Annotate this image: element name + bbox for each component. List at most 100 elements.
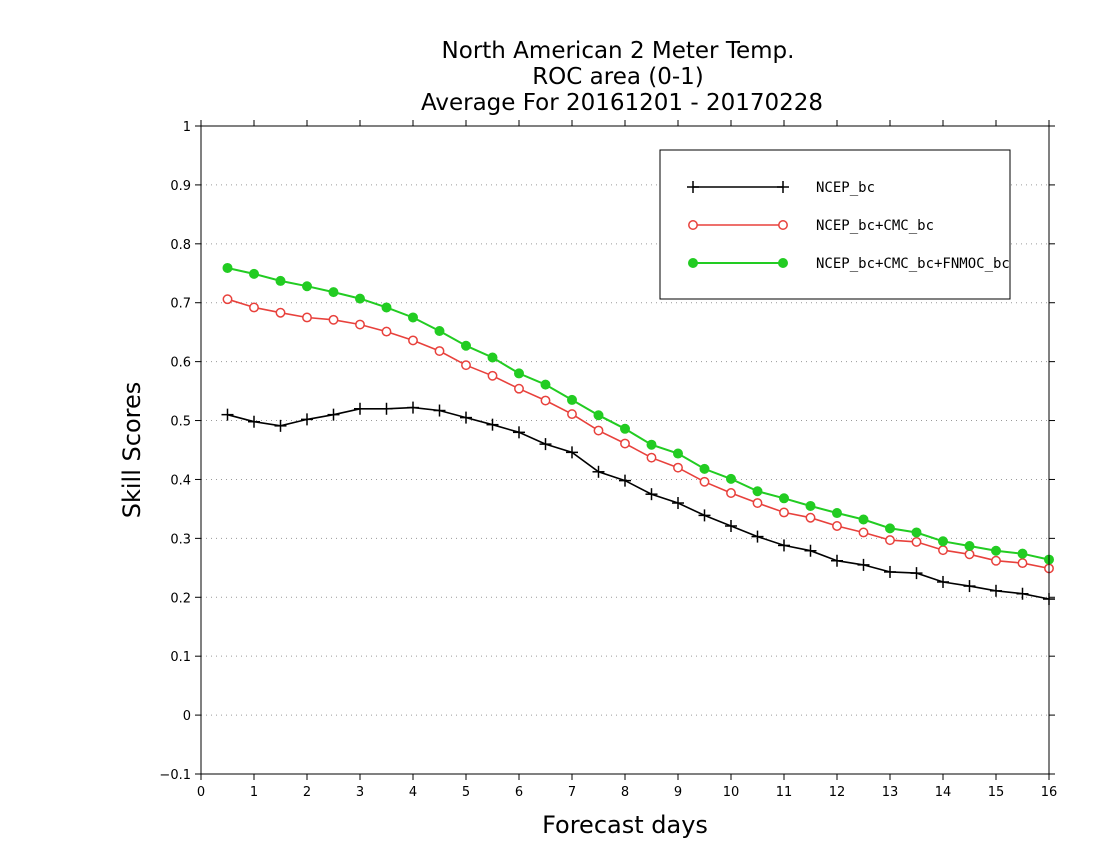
- chart-title: North American 2 Meter Temp. ROC area (0…: [421, 38, 823, 116]
- series-0-point-14: [592, 465, 605, 478]
- legend-label-1: NCEP_bc+CMC_bc: [816, 218, 934, 234]
- series-0-point-1: [248, 415, 260, 428]
- series-2-point-18: [699, 463, 710, 474]
- x-axis-ticks: 0 1 2 3 4 5 6 7 8 9 10 11 12 13 14 15 16: [197, 120, 1057, 800]
- series-0-point-4: [327, 408, 340, 421]
- series-1-point-6: [381, 326, 392, 337]
- series-2-point-26: [911, 527, 922, 538]
- series-0-point-9: [460, 411, 472, 424]
- y-axis-label: Skill Scores: [118, 382, 146, 519]
- series-2-point-2: [275, 275, 286, 286]
- series-1-point-30: [1017, 558, 1028, 569]
- x-tick-label-0: 0: [197, 785, 205, 800]
- series-2-point-9: [461, 340, 471, 351]
- series-0-point-5: [354, 402, 366, 415]
- y-tick-label-1: 0: [183, 709, 191, 724]
- series-2-point-5: [355, 293, 365, 304]
- series-0-point-29: [990, 584, 1002, 597]
- series-2-point-12: [540, 379, 551, 390]
- legend-marker-end-1: [778, 220, 788, 230]
- series-0-point-8: [433, 404, 446, 417]
- series-0-point-13: [566, 446, 578, 459]
- series-2-point-8: [434, 326, 445, 337]
- series-0-point-19: [725, 519, 737, 532]
- legend-marker-start-2: [688, 258, 698, 268]
- series-0-point-17: [672, 497, 684, 510]
- series-1-point-16: [646, 452, 657, 463]
- series-0-point-21: [778, 539, 790, 552]
- x-tick-label-4: 4: [409, 785, 417, 800]
- legend-marker-end-2: [778, 258, 788, 268]
- series-1-point-18: [699, 476, 710, 487]
- series-1-point-29: [991, 555, 1001, 566]
- series-2-point-11: [514, 368, 524, 379]
- series-0-point-0: [221, 408, 234, 421]
- x-tick-label-11: 11: [776, 785, 793, 800]
- series-2-point-28: [964, 541, 975, 552]
- x-tick-label-1: 1: [250, 785, 258, 800]
- series-2-point-13: [567, 394, 577, 405]
- x-axis-label: Forecast days: [542, 811, 708, 839]
- legend: NCEP_bc NCEP_bc+CMC_bc NCEP_bc+CMC_bc+FNMO…: [659, 149, 1011, 300]
- series-2-point-24: [858, 514, 869, 525]
- series-0-point-6: [380, 402, 393, 415]
- series-line-2: [227, 267, 1050, 561]
- y-tick-label-3: 0.2: [170, 591, 191, 606]
- series-2-point-0: [222, 262, 233, 273]
- series-0-point-10: [486, 418, 499, 431]
- series-0-point-26: [910, 567, 923, 580]
- series-1-point-5: [355, 319, 365, 330]
- series-0-point-24: [857, 558, 870, 571]
- series-0-point-16: [645, 488, 658, 501]
- series-1-point-13: [567, 409, 577, 420]
- series-1-point-27: [938, 545, 948, 556]
- series-1-point-23: [832, 521, 842, 531]
- series-2-point-29: [991, 545, 1001, 556]
- series-1-point-12: [540, 395, 551, 406]
- series-2-point-3: [302, 281, 312, 292]
- series-1-point-22: [805, 512, 816, 523]
- x-tick-label-14: 14: [935, 785, 952, 800]
- series-1-point-25: [885, 535, 895, 546]
- series-2-point-27: [938, 536, 948, 547]
- series-0-point-22: [804, 544, 817, 557]
- series-1-point-1: [249, 302, 259, 313]
- x-tick-label-7: 7: [568, 785, 576, 800]
- series-0-point-15: [619, 474, 631, 487]
- series-1-point-3: [302, 312, 312, 323]
- x-tick-label-15: 15: [988, 785, 1005, 800]
- x-tick-label-5: 5: [462, 785, 470, 800]
- series-2-point-4: [328, 287, 339, 298]
- series-1-point-8: [434, 346, 445, 356]
- x-tick-label-13: 13: [882, 785, 899, 800]
- series-0-point-12: [539, 438, 552, 451]
- legend-label-0: NCEP_bc: [816, 180, 875, 196]
- series-2-point-23: [832, 508, 842, 519]
- series-0-point-25: [884, 565, 896, 578]
- series-0-point-2: [274, 419, 287, 432]
- series-1-point-19: [726, 488, 736, 498]
- series-2-point-22: [805, 500, 816, 511]
- series-1-point-28: [964, 549, 975, 560]
- series-0-point-27: [937, 575, 949, 588]
- series-2-point-1: [249, 268, 259, 279]
- y-tick-label-9: 0.8: [170, 238, 191, 253]
- series-1-point-20: [752, 498, 763, 508]
- series-1-point-4: [328, 314, 339, 325]
- series-2-point-6: [381, 302, 392, 313]
- x-tick-label-2: 2: [303, 785, 311, 800]
- series-1-point-17: [673, 462, 683, 473]
- series-1-point-24: [858, 527, 869, 538]
- x-tick-label-8: 8: [621, 785, 629, 800]
- data-series: [221, 262, 1055, 606]
- x-tick-label-10: 10: [723, 785, 740, 800]
- series-1-point-14: [593, 425, 604, 436]
- y-tick-label-5: 0.4: [170, 473, 191, 488]
- x-tick-label-9: 9: [674, 785, 682, 800]
- legend-marker-end-0: [777, 181, 789, 193]
- series-2-point-15: [620, 423, 630, 434]
- chart-title-line-2: ROC area (0-1): [532, 64, 704, 90]
- series-2-point-20: [752, 486, 763, 497]
- series-1-point-9: [461, 360, 471, 371]
